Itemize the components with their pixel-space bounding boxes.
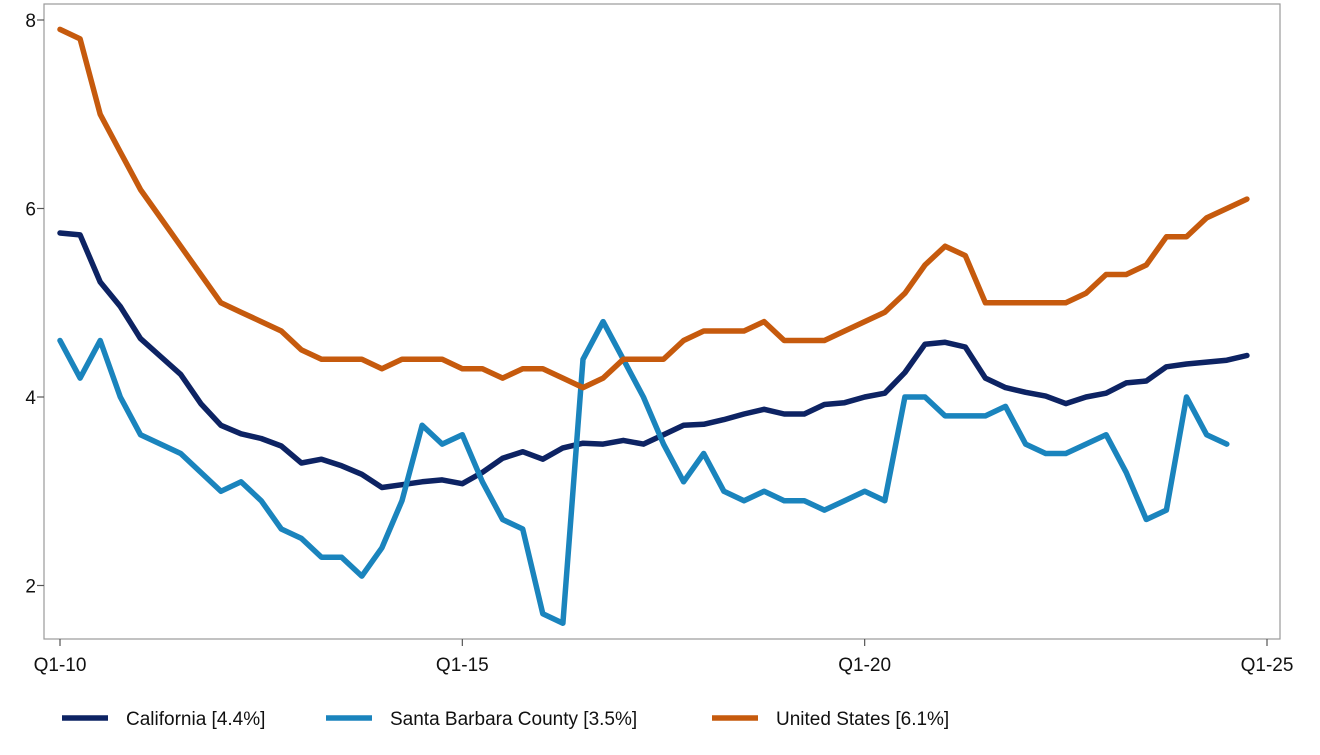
y-tick-label: 4 [25, 388, 36, 409]
y-tick-label: 2 [25, 577, 36, 598]
x-tick-label: Q1-20 [838, 655, 891, 676]
y-axis: 2 4 6 8 [25, 11, 44, 598]
plot-frame [43, 3, 1281, 640]
x-axis: Q1-10 Q1-15 Q1-20 Q1-25 [34, 639, 1294, 676]
y-tick-label: 8 [25, 11, 36, 32]
legend: California [4.4%] Santa Barbara County [3… [62, 709, 949, 730]
santa-barbara-county-line [57, 318, 1230, 626]
x-tick-label: Q1-10 [34, 655, 87, 676]
legend-label-california: California [4.4%] [126, 709, 265, 730]
legend-label-united-states: United States [6.1%] [776, 709, 949, 730]
y-tick-label: 6 [25, 200, 36, 221]
series-lines [57, 26, 1250, 626]
united-states-line [57, 26, 1250, 391]
california-line [57, 230, 1250, 491]
x-tick-label: Q1-25 [1241, 655, 1294, 676]
legend-label-santa-barbara-county: Santa Barbara County [3.5%] [390, 709, 637, 730]
x-tick-label: Q1-15 [436, 655, 489, 676]
